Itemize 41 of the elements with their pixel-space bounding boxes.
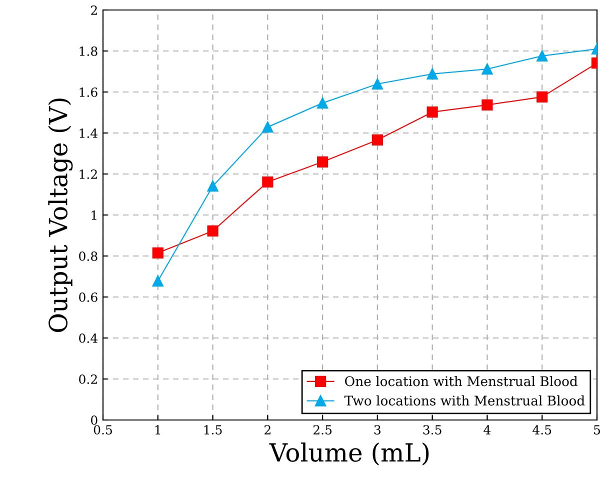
y-tick-label: 0: [91, 415, 98, 425]
point: [482, 63, 493, 75]
x-tick-label: 3.5: [423, 425, 442, 435]
x-tick-label: 5: [594, 425, 600, 435]
point: [207, 180, 218, 192]
y-axis-title: Output Voltage (V): [48, 98, 73, 332]
point: [152, 247, 164, 258]
point: [207, 225, 218, 237]
y-tick-label: 2: [91, 5, 97, 15]
x-tick-label: 4: [484, 425, 491, 434]
point: [152, 275, 164, 287]
x-tick-label: 0.5: [94, 425, 112, 435]
y-tick-label: 1: [92, 210, 96, 220]
x-axis-title: Volume (mL): [269, 442, 429, 466]
point: [426, 68, 438, 80]
x-tick-label: 2.5: [313, 425, 332, 435]
legend-label: One location with Menstrual Blood: [345, 376, 578, 386]
x-tick-label: 1: [155, 425, 160, 434]
x-tick-label: 1.5: [204, 425, 222, 435]
point: [536, 91, 548, 102]
point: [536, 50, 548, 62]
y-tick-label: 1.8: [80, 46, 98, 56]
y-tick-label: 1.4: [80, 128, 98, 138]
point: [317, 156, 328, 168]
point: [372, 134, 383, 146]
y-tick-label: 0.6: [79, 292, 98, 302]
y-tick-label: 0.2: [79, 374, 97, 384]
point: [317, 98, 328, 109]
x-tick-label: 4.5: [532, 425, 552, 435]
y-tick-label: 0.8: [79, 251, 98, 261]
point: [262, 122, 274, 133]
point: [262, 176, 274, 188]
legend-label: Two locations with Menstrual Blood: [344, 395, 585, 406]
point: [482, 99, 493, 110]
y-tick-label: 1.6: [80, 87, 98, 97]
x-tick-label: 3: [374, 425, 380, 435]
point: [372, 78, 383, 90]
point: [426, 106, 438, 118]
x-tick-label: 2: [264, 425, 270, 434]
y-tick-label: 1.2: [80, 169, 97, 179]
y-tick-label: 0.4: [79, 333, 98, 343]
